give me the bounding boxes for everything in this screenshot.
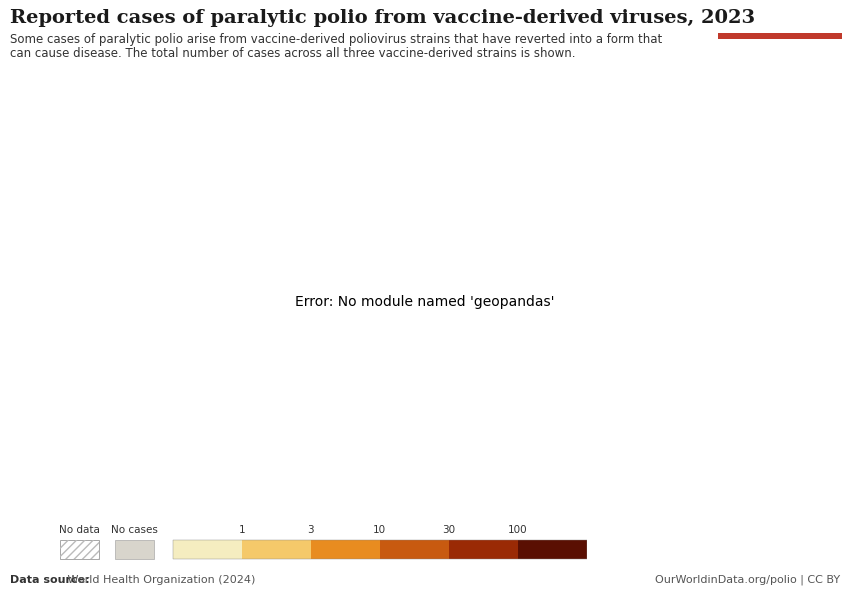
Text: 10: 10 (373, 525, 386, 535)
Bar (60, 540, 99, 559)
Text: Reported cases of paralytic polio from vaccine-derived viruses, 2023: Reported cases of paralytic polio from v… (10, 9, 756, 27)
Bar (173, 540, 241, 559)
Bar (60, 540, 99, 559)
Bar (311, 540, 380, 559)
Text: 3: 3 (308, 525, 314, 535)
Bar (718, 33, 842, 39)
Text: Error: No module named 'geopandas': Error: No module named 'geopandas' (295, 295, 555, 309)
Text: Our World
in Data: Our World in Data (752, 6, 808, 29)
Bar (241, 540, 311, 559)
Bar (115, 540, 155, 559)
Text: OurWorldinData.org/polio | CC BY: OurWorldinData.org/polio | CC BY (654, 575, 840, 585)
Bar (518, 540, 586, 559)
Text: can cause disease. The total number of cases across all three vaccine-derived st: can cause disease. The total number of c… (10, 47, 575, 60)
Bar (380, 540, 449, 559)
Bar (173, 540, 586, 559)
Text: Some cases of paralytic polio arise from vaccine-derived poliovirus strains that: Some cases of paralytic polio arise from… (10, 33, 662, 46)
Text: 100: 100 (507, 525, 527, 535)
Text: No cases: No cases (111, 525, 158, 535)
Text: 30: 30 (442, 525, 455, 535)
Text: No data: No data (59, 525, 99, 535)
Text: 1: 1 (239, 525, 245, 535)
Text: World Health Organization (2024): World Health Organization (2024) (64, 575, 255, 585)
Bar (449, 540, 518, 559)
Text: Data source:: Data source: (10, 575, 90, 585)
